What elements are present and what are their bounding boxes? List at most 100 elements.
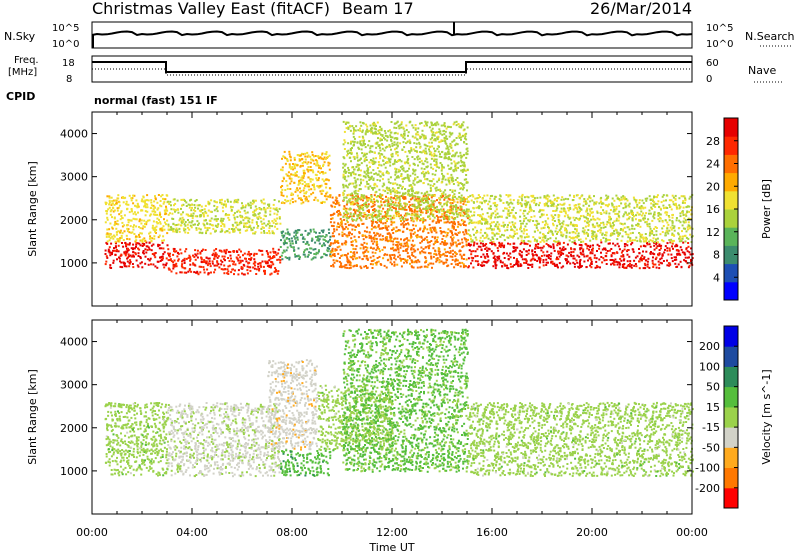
range-cell bbox=[327, 162, 329, 164]
range-cell bbox=[548, 257, 550, 259]
range-cell bbox=[504, 263, 506, 265]
range-cell bbox=[117, 210, 119, 212]
range-cell bbox=[334, 248, 336, 250]
range-cell bbox=[383, 217, 385, 219]
range-cell bbox=[348, 194, 350, 196]
range-cell bbox=[476, 243, 478, 245]
range-cell bbox=[544, 254, 546, 256]
range-cell bbox=[367, 251, 369, 253]
range-cell bbox=[268, 204, 270, 206]
range-cell bbox=[498, 256, 500, 258]
range-cell bbox=[180, 208, 182, 210]
range-cell bbox=[429, 153, 431, 155]
range-cell bbox=[202, 261, 204, 263]
range-cell bbox=[455, 241, 457, 243]
range-cell bbox=[255, 209, 257, 211]
range-cell bbox=[487, 203, 489, 205]
range-cell bbox=[305, 183, 307, 185]
range-cell bbox=[150, 237, 152, 239]
range-cell bbox=[354, 158, 356, 160]
range-cell bbox=[266, 250, 268, 252]
range-cell bbox=[477, 264, 479, 266]
range-cell bbox=[380, 195, 382, 197]
range-cell bbox=[560, 254, 562, 256]
range-cell bbox=[435, 138, 437, 140]
range-cell bbox=[136, 206, 138, 208]
range-cell bbox=[163, 201, 165, 203]
range-cell bbox=[447, 265, 449, 267]
range-cell bbox=[342, 235, 344, 237]
range-cell bbox=[199, 232, 201, 234]
range-cell bbox=[121, 242, 123, 244]
range-cell bbox=[295, 200, 297, 202]
range-cell bbox=[393, 204, 395, 206]
range-cell bbox=[393, 127, 395, 129]
range-cell bbox=[269, 222, 271, 224]
range-cell bbox=[356, 257, 358, 259]
range-cell bbox=[403, 226, 405, 228]
range-cell bbox=[346, 154, 348, 156]
range-cell bbox=[408, 193, 410, 195]
range-cell bbox=[400, 243, 402, 245]
range-cell bbox=[277, 252, 279, 254]
range-cell bbox=[532, 255, 534, 257]
range-cell bbox=[135, 242, 137, 244]
range-cell bbox=[319, 190, 321, 192]
range-cell bbox=[444, 248, 446, 250]
range-cell bbox=[531, 266, 533, 268]
range-cell bbox=[119, 205, 121, 207]
range-cell bbox=[154, 256, 156, 258]
range-cell bbox=[423, 135, 425, 137]
range-cell bbox=[379, 144, 381, 146]
range-cell bbox=[447, 151, 449, 153]
range-cell bbox=[191, 207, 193, 209]
range-cell bbox=[463, 165, 465, 167]
range-cell bbox=[364, 171, 366, 173]
range-cell bbox=[117, 207, 119, 209]
range-cell bbox=[451, 178, 453, 180]
range-cell bbox=[277, 211, 279, 213]
range-cell bbox=[165, 208, 167, 210]
range-cell bbox=[212, 253, 214, 255]
range-cell bbox=[248, 221, 250, 223]
range-cell bbox=[417, 127, 419, 129]
range-cell bbox=[296, 237, 298, 239]
range-cell bbox=[169, 201, 171, 203]
range-cell bbox=[118, 245, 120, 247]
range-cell bbox=[253, 263, 255, 265]
range-cell bbox=[554, 265, 556, 267]
range-cell bbox=[117, 220, 119, 222]
range-cell bbox=[398, 176, 400, 178]
range-cell bbox=[297, 154, 299, 156]
range-cell bbox=[436, 187, 438, 189]
range-cell bbox=[417, 196, 419, 198]
range-cell bbox=[291, 246, 293, 248]
range-cell bbox=[453, 201, 455, 203]
range-cell bbox=[346, 122, 348, 124]
range-cell bbox=[298, 229, 300, 231]
range-cell bbox=[369, 237, 371, 239]
range-cell bbox=[373, 259, 375, 261]
range-cell bbox=[313, 253, 315, 255]
range-cell bbox=[288, 238, 290, 240]
range-cell bbox=[409, 165, 411, 167]
range-cell bbox=[286, 196, 288, 198]
range-cell bbox=[197, 250, 199, 252]
range-cell bbox=[353, 129, 355, 131]
range-cell bbox=[123, 239, 125, 241]
range-cell bbox=[377, 179, 379, 181]
range-cell bbox=[424, 168, 426, 170]
range-cell bbox=[213, 258, 215, 260]
range-cell bbox=[140, 227, 142, 229]
range-cell bbox=[105, 210, 107, 212]
range-cell bbox=[313, 249, 315, 251]
range-cell bbox=[435, 190, 437, 192]
range-cell bbox=[447, 196, 449, 198]
range-cell bbox=[346, 204, 348, 206]
range-cell bbox=[310, 181, 312, 183]
range-cell bbox=[633, 251, 635, 253]
range-cell bbox=[430, 138, 432, 140]
range-cell bbox=[277, 273, 279, 275]
